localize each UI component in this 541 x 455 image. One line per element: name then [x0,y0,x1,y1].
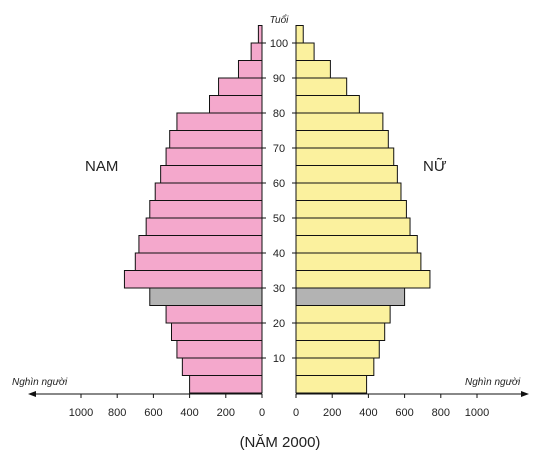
x-unit-right: Nghìn người [465,377,521,388]
female-bar [295,217,411,236]
male-overlay-bar [149,287,263,306]
male-bar [145,217,263,236]
male-bar [250,42,263,61]
female-bar [295,130,389,149]
x-axis-left-arrow [28,391,36,397]
age-tick-label: 70 [273,143,285,155]
male-bar [123,270,263,289]
male-bar [237,60,263,79]
male-label: NAM [85,158,118,175]
male-bar [165,147,263,166]
female-bar [295,42,315,61]
age-tick-label: 10 [273,353,285,365]
female-bar [295,322,386,341]
male-bar [138,235,263,254]
x-tick-label-right: 400 [359,407,377,419]
female-bar [295,165,398,184]
female-bar [295,235,418,254]
age-tick-label: 50 [273,213,285,225]
x-tick-label-left: 400 [180,407,198,419]
female-bar [295,357,375,376]
male-bar [257,25,263,44]
age-tick-label: 90 [273,73,285,85]
x-tick-label-right: 200 [323,407,341,419]
age-tick-label: 20 [273,318,285,330]
male-bar [189,375,263,394]
female-bar [295,25,304,44]
female-bar [295,340,380,359]
x-tick-label-left: 200 [217,407,235,419]
x-tick-label-left: 600 [144,407,162,419]
female-bar [295,112,384,131]
female-bar [295,200,407,219]
female-bar [295,270,431,289]
male-bar [149,200,263,219]
female-bar [295,95,360,114]
age-tick-label: 100 [270,38,288,50]
age-axis: 10 20 30 40 50 60 70 80 90 100 [261,38,297,393]
age-tick-label: 40 [273,248,285,260]
male-bar [181,357,263,376]
female-bar [295,182,402,201]
female-label: NỮ [423,158,447,175]
male-bar [209,95,263,114]
x-tick-label-right: 800 [432,407,450,419]
male-bar [176,112,263,131]
x-tick-label-left: 0 [259,407,265,419]
female-overlay-bar [295,287,406,306]
female-bar [295,252,422,271]
x-tick-label-left: 1000 [69,407,93,419]
x-tick-label-left: 800 [108,407,126,419]
x-tick-label-right: 0 [293,407,299,419]
male-bar [176,340,263,359]
x-tick-label-right: 600 [395,407,413,419]
male-bar [169,130,263,149]
chart-caption: (NĂM 2000) [240,434,321,451]
x-axis-right-arrow [521,391,529,397]
male-bar [165,305,263,324]
age-tick-label: 30 [273,283,285,295]
female-bar [295,60,331,79]
age-tick-label: 60 [273,178,285,190]
male-bar [171,322,263,341]
female-bar [295,305,391,324]
age-axis-title: Tuổi [270,14,289,26]
male-bar [160,165,263,184]
age-tick-label: 80 [273,108,285,120]
male-bar [218,77,263,96]
x-axis: 1000 800 600 400 200 0 0 200 400 600 800 1000 [28,391,529,419]
female-bar [295,375,368,394]
male-bar [134,252,263,271]
female-bar [295,77,348,96]
male-bar [154,182,263,201]
female-bar [295,147,395,166]
x-unit-left: Nghìn người [12,377,68,388]
x-tick-label-right: 1000 [465,407,489,419]
